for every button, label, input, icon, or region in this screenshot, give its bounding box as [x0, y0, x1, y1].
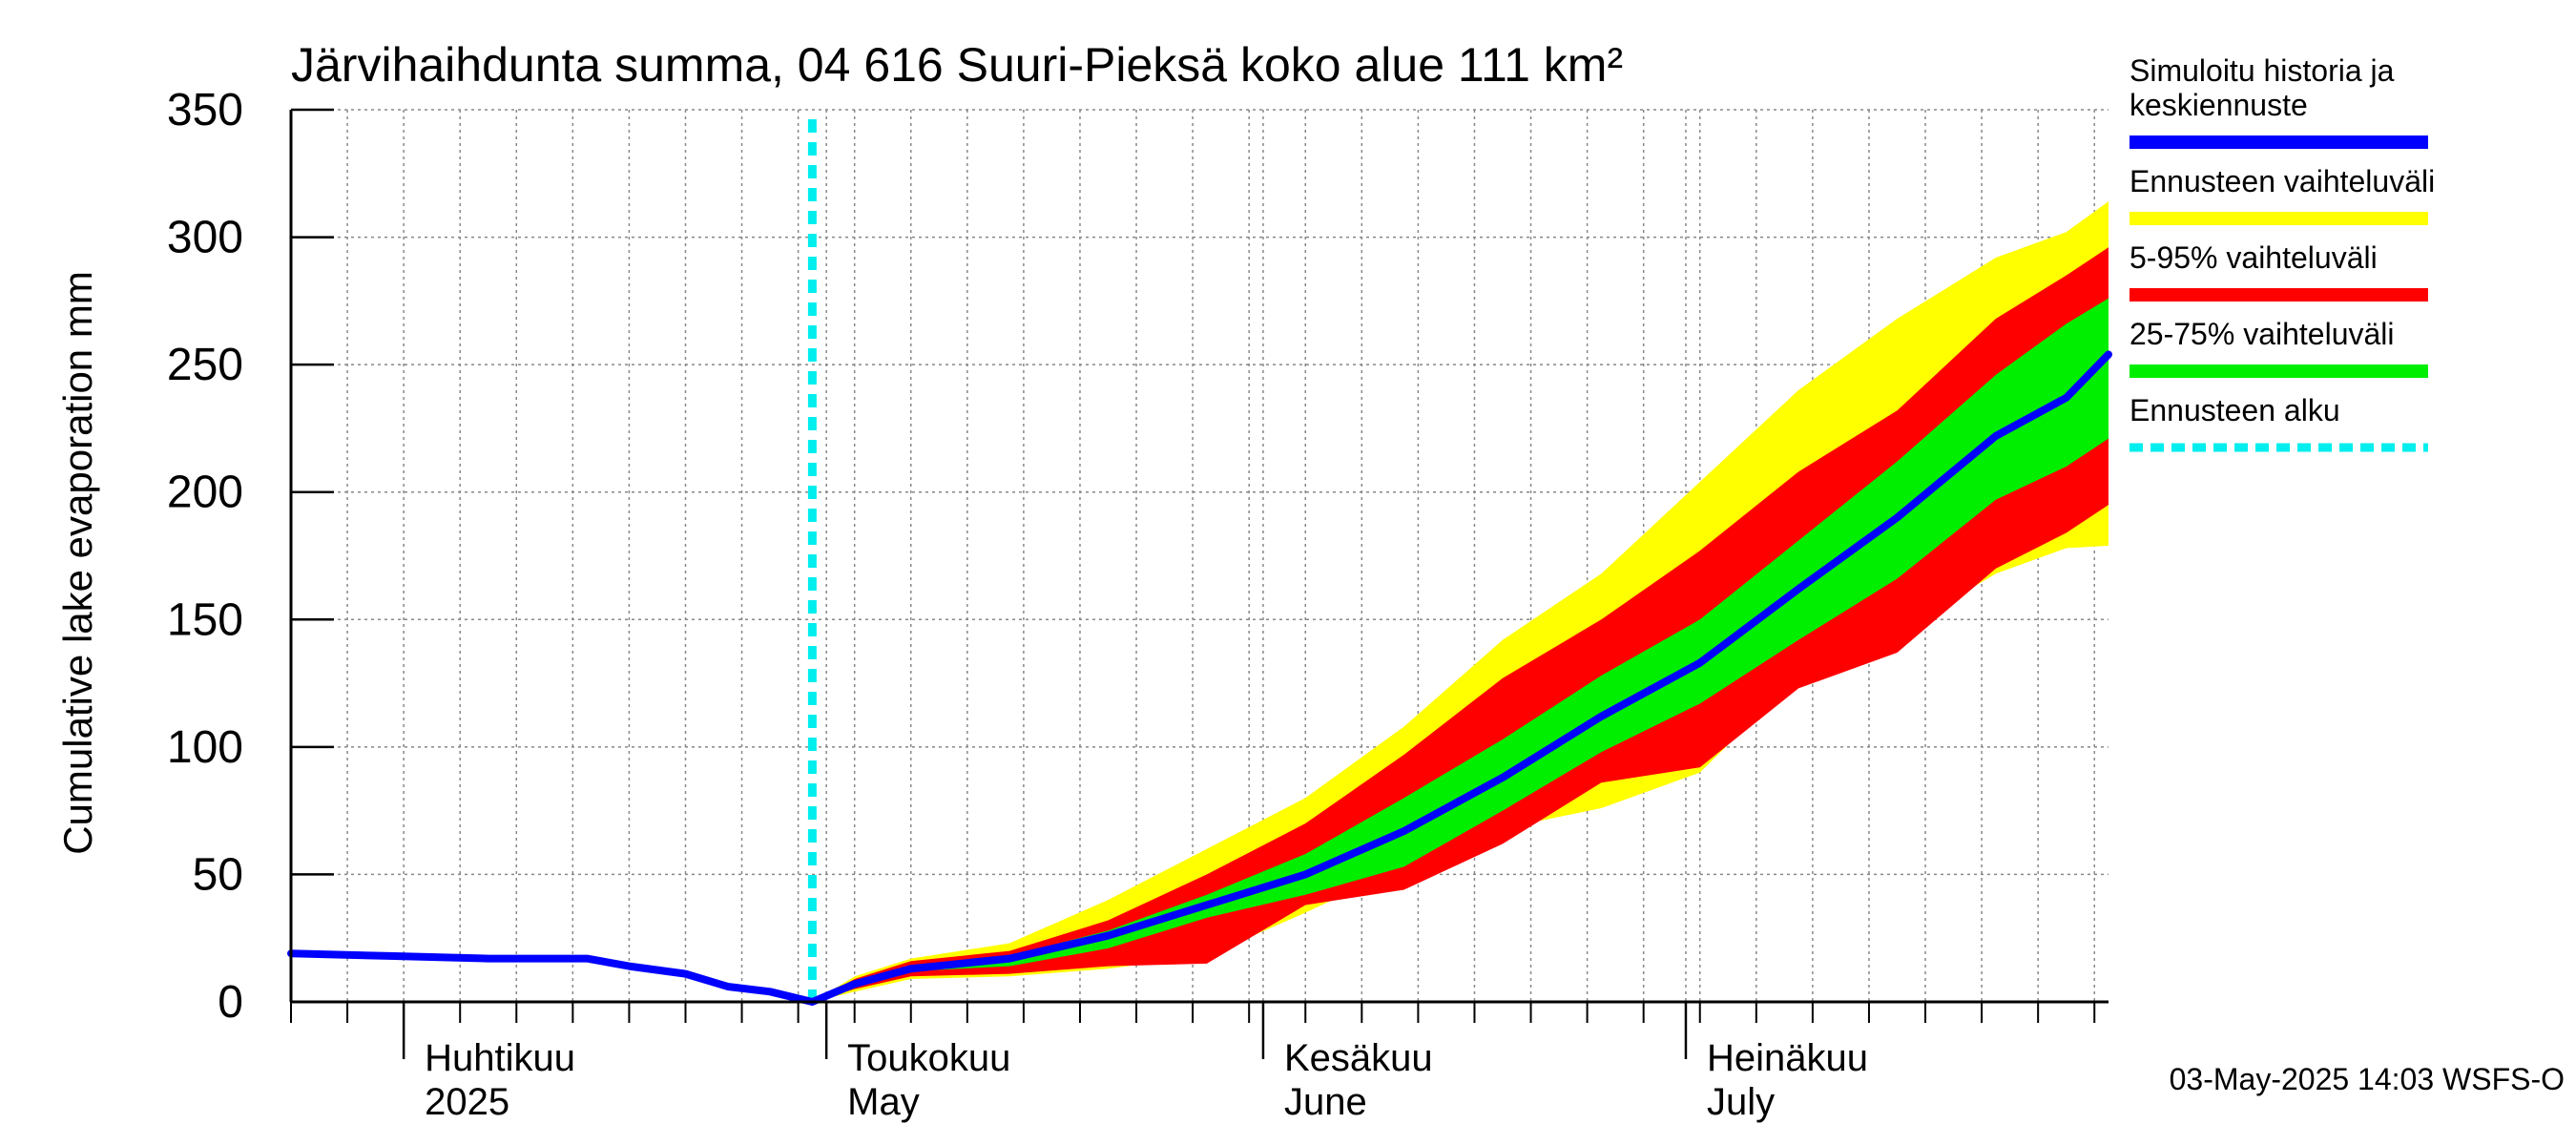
y-tick-label: 350: [167, 85, 243, 135]
footer-timestamp: 03-May-2025 14:03 WSFS-O: [2170, 1062, 2565, 1096]
series-median-line: [287, 350, 2112, 1006]
legend-label: Ennusteen alku: [2129, 393, 2340, 427]
x-month-label: Huhtikuu: [425, 1037, 575, 1079]
y-tick-label: 50: [193, 849, 243, 900]
y-axis-label: Cumulative lake evaporation mm: [55, 271, 100, 855]
legend-label: keskiennuste: [2129, 88, 2308, 122]
y-tick-label: 200: [167, 468, 243, 518]
forecast-bands: [812, 201, 2109, 1003]
chart-title: Järvihaihdunta summa, 04 616 Suuri-Pieks…: [291, 38, 1623, 92]
x-month-sublabel: July: [1707, 1081, 1775, 1123]
x-month-sublabel: June: [1284, 1081, 1367, 1123]
x-month-label: Heinäkuu: [1707, 1037, 1868, 1079]
band-5-95: [812, 247, 2109, 1002]
legend-label: Simuloitu historia ja: [2129, 53, 2395, 88]
axes: [289, 108, 2109, 1059]
series-lines: [287, 119, 2112, 1006]
legend-label: 25-75% vaihteluväli: [2129, 317, 2395, 351]
y-tick-label: 100: [167, 722, 243, 773]
legend-label: Ennusteen vaihteluväli: [2129, 164, 2435, 198]
y-tick-label: 150: [167, 594, 243, 645]
y-tick-label: 0: [218, 977, 243, 1028]
y-tick-label: 250: [167, 340, 243, 390]
x-month-sublabel: 2025: [425, 1081, 509, 1123]
y-tick-label: 300: [167, 213, 243, 263]
legend-label: 5-95% vaihteluväli: [2129, 240, 2378, 275]
x-month-sublabel: May: [847, 1081, 920, 1123]
x-month-label: Kesäkuu: [1284, 1037, 1433, 1079]
x-month-label: Toukokuu: [847, 1037, 1010, 1079]
grid-lines: [291, 109, 2109, 1002]
